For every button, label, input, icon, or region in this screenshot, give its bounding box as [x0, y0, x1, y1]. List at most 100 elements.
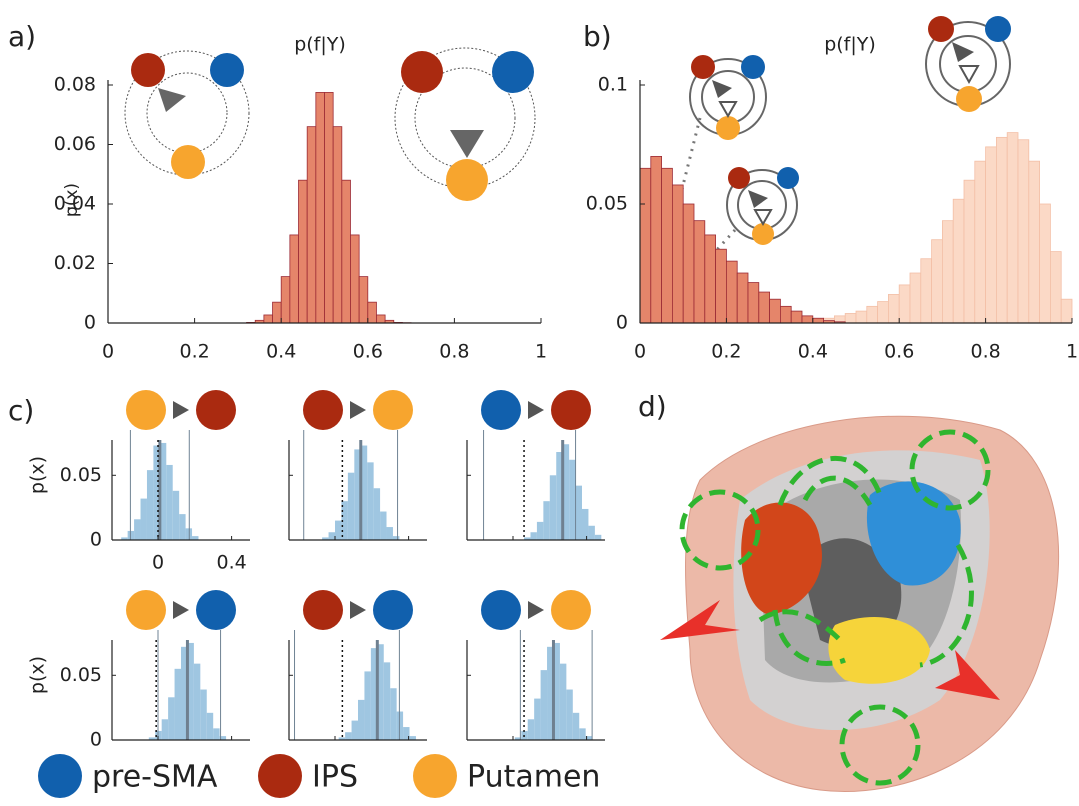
- target-node: [196, 590, 236, 630]
- histogram-bar: [1050, 251, 1062, 324]
- histogram-bar: [844, 313, 857, 324]
- histogram-bar: [996, 136, 1008, 324]
- histogram-bar: [736, 272, 749, 324]
- histogram-bar: [963, 179, 976, 324]
- histogram-bar: [549, 475, 557, 540]
- source-node: [303, 590, 343, 630]
- histogram-bar: [704, 234, 716, 324]
- x-tick-label: 0: [152, 552, 164, 574]
- panel-label: a): [8, 20, 36, 53]
- histogram-bar: [974, 160, 986, 324]
- legend-swatch: [258, 754, 302, 798]
- histogram-bar: [376, 314, 386, 324]
- target-node: [196, 390, 236, 430]
- histogram-bar: [174, 668, 181, 740]
- histogram-bar: [280, 276, 291, 324]
- arrow-head: [350, 401, 366, 419]
- histogram-bar: [345, 732, 352, 740]
- histogram-bar: [682, 203, 695, 324]
- x-tick-label: 0.4: [798, 341, 828, 363]
- histogram-bar: [187, 642, 194, 740]
- x-tick-label: 0.8: [439, 341, 469, 363]
- histogram-bar: [272, 301, 282, 324]
- x-tick-label: 0: [102, 341, 114, 363]
- histogram-bar: [386, 527, 393, 540]
- histogram-bar: [159, 442, 167, 540]
- histogram-bar: [540, 670, 548, 740]
- target-node: [551, 390, 591, 430]
- legend-label: Putamen: [467, 760, 600, 795]
- histogram-bar: [579, 728, 586, 740]
- histogram-bar: [877, 301, 889, 324]
- histogram-bar: [530, 532, 537, 540]
- histogram-bar: [335, 520, 342, 540]
- histogram-bar: [377, 644, 384, 740]
- histogram-bar: [866, 305, 878, 324]
- histogram-bar: [351, 720, 358, 740]
- histogram-bar: [179, 514, 186, 540]
- source-node: [481, 590, 521, 630]
- y-axis-label: p(x): [27, 456, 49, 494]
- source-node: [481, 390, 521, 430]
- y-tick-label: 0.05: [60, 664, 102, 686]
- histogram-bar: [263, 314, 273, 324]
- target-node: [373, 390, 413, 430]
- histogram-bar: [855, 310, 868, 324]
- histogram-bar: [952, 198, 965, 324]
- arrow-head: [173, 401, 189, 419]
- y-tick-label: 0.1: [598, 74, 628, 96]
- histogram-bar: [367, 301, 377, 324]
- y-tick-label: 0: [90, 529, 102, 551]
- histogram-bar: [566, 689, 573, 740]
- histogram-bar: [588, 525, 595, 540]
- histogram-bar: [192, 536, 199, 540]
- legend-label: IPS: [312, 760, 358, 795]
- histogram-bar: [347, 472, 355, 540]
- histogram-bar: [324, 92, 334, 324]
- histogram-bar: [168, 697, 175, 740]
- target-node: [373, 590, 413, 630]
- histogram-bar: [306, 126, 317, 324]
- legend-label: pre-SMA: [92, 760, 218, 795]
- histogram-bar: [1028, 160, 1041, 324]
- histogram-bar: [639, 167, 652, 324]
- histogram-bar: [360, 445, 368, 540]
- histogram-bar: [148, 737, 156, 740]
- panel-label: b): [583, 20, 612, 53]
- histogram-bar: [322, 537, 329, 540]
- arrow-head: [173, 601, 189, 619]
- network-nodes: [131, 51, 534, 201]
- histogram-bar: [514, 737, 522, 740]
- histogram-bar: [315, 92, 325, 324]
- histogram-bar: [166, 464, 173, 540]
- histogram-bar: [1060, 298, 1073, 324]
- histogram-bar: [181, 646, 188, 740]
- histogram-bar: [553, 642, 560, 740]
- histogram-bar: [153, 445, 160, 540]
- source-node: [303, 390, 343, 430]
- histogram-bar: [350, 234, 360, 324]
- histogram-bar: [942, 220, 954, 324]
- histogram-bar: [559, 663, 567, 740]
- histogram-bar: [332, 126, 343, 324]
- y-axis-label: p(x): [62, 183, 82, 217]
- x-tick-label: 0.8: [970, 341, 1000, 363]
- histogram-bar: [161, 719, 169, 740]
- network-nodes: [691, 16, 1011, 245]
- histogram-bar: [367, 462, 374, 540]
- x-tick-label: 1: [1066, 341, 1078, 363]
- histogram-bar: [801, 315, 814, 324]
- chart-title: p(f|Y): [824, 34, 876, 56]
- histogram-bar: [121, 537, 128, 540]
- y-tick-label: 0.02: [54, 252, 96, 274]
- histogram-bar: [373, 488, 381, 540]
- legend-swatch: [413, 754, 457, 798]
- histogram-bar: [219, 736, 227, 740]
- histogram-bar: [140, 498, 147, 540]
- histogram-bar: [769, 298, 781, 324]
- histogram-bar: [650, 155, 662, 324]
- histogram-bar: [193, 663, 201, 740]
- y-axis-label: p(x): [27, 656, 49, 694]
- histogram-bar: [672, 184, 684, 324]
